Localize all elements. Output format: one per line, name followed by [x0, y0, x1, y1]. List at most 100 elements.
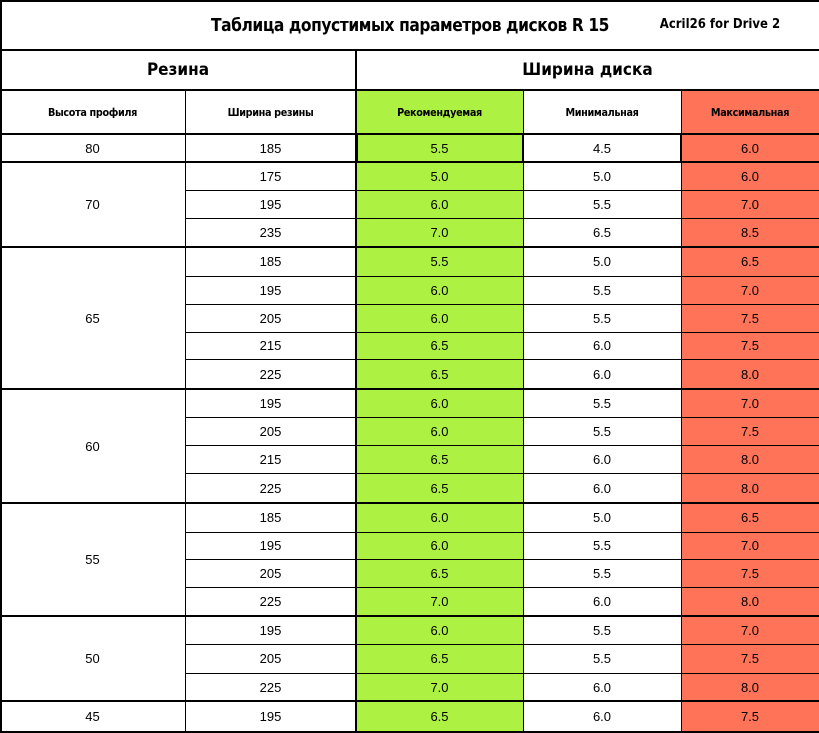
minimum-width-cell: 6.0 — [592, 480, 612, 496]
tyre-width-cell: 205 — [259, 565, 282, 581]
recommended-width-cell: 6.0 — [430, 510, 449, 525]
row-divider — [185, 644, 819, 645]
recommended-width-cell: 6.0 — [430, 622, 449, 638]
tyre-width-cell: 205 — [259, 651, 282, 666]
col-divider-1 — [185, 90, 186, 732]
tyre-width-cell: 195 — [259, 395, 282, 411]
tyre-width-cell: 195 — [259, 622, 282, 638]
group-divider — [0, 502, 819, 504]
maximum-header: Максимальная — [710, 105, 790, 119]
tyre-width-cell: 205 — [259, 310, 282, 326]
tyre-group-header: Резина — [146, 60, 210, 80]
first-row-rec-left — [356, 134, 358, 162]
profile-cell: 60 — [85, 438, 100, 454]
minimum-width-cell: 5.0 — [592, 510, 612, 525]
header-row-line — [0, 89, 819, 91]
tyre-width-cell: 195 — [259, 282, 282, 298]
tyre-width-cell: 205 — [259, 423, 282, 439]
tyre-width-cell: 225 — [259, 366, 282, 382]
tyre-width-cell: 195 — [259, 538, 282, 553]
profile-cell: 50 — [85, 651, 100, 666]
recommended-width-cell: 6.5 — [430, 651, 449, 666]
maximum-width-cell: 7.5 — [740, 338, 760, 353]
row-divider — [185, 445, 819, 446]
minimum-width-cell: 5.5 — [592, 282, 612, 298]
group-divider — [0, 700, 819, 702]
rim-group-header: Ширина диска — [522, 60, 653, 80]
maximum-width-cell: 8.5 — [740, 225, 760, 240]
recommended-width-cell: 5.0 — [430, 168, 449, 184]
maximum-width-cell: 7.0 — [740, 282, 760, 298]
profile-cell: 45 — [85, 709, 100, 724]
row-divider — [185, 473, 819, 474]
recommended-width-cell: 6.0 — [430, 282, 449, 298]
maximum-width-cell: 7.0 — [740, 196, 760, 212]
profile-cell: 70 — [85, 197, 100, 212]
row-divider — [185, 417, 819, 418]
maximum-width-cell: 8.0 — [740, 594, 760, 609]
maximum-width-cell: 7.5 — [740, 651, 760, 666]
profile-cell: 55 — [85, 552, 100, 567]
maximum-width-cell: 6.5 — [740, 510, 760, 525]
minimum-width-cell: 5.5 — [592, 423, 612, 439]
row-divider — [185, 304, 819, 305]
profile-cell: 65 — [85, 310, 100, 326]
top-border — [0, 0, 819, 2]
recommended-width-cell: 6.0 — [430, 395, 449, 411]
group-divider — [0, 161, 819, 163]
recommended-width-cell: 6.5 — [430, 480, 449, 496]
col-divider-2 — [355, 50, 357, 732]
maximum-width-cell: 6.0 — [740, 168, 760, 184]
tyre-width-cell: 215 — [259, 451, 282, 467]
minimum-width-cell: 6.0 — [592, 594, 612, 609]
minimum-width-cell: 5.5 — [592, 310, 612, 326]
minimum-width-cell: 5.5 — [592, 565, 612, 581]
minimum-width-cell: 5.0 — [592, 254, 612, 269]
minimum-width-cell: 5.0 — [592, 168, 612, 184]
tyre-width-cell: 235 — [259, 225, 282, 240]
maximum-width-cell: 6.5 — [740, 254, 760, 269]
author-credit: Acril26 for Drive 2 — [659, 16, 781, 32]
maximum-width-cell: 7.5 — [740, 709, 760, 724]
maximum-width-cell: 7.0 — [740, 395, 760, 411]
maximum-width-cell: 8.0 — [740, 451, 760, 467]
recommended-width-cell: 6.5 — [430, 709, 449, 724]
maximum-column-fill — [681, 90, 819, 732]
group-divider — [0, 388, 819, 390]
maximum-width-cell: 6.0 — [740, 140, 760, 156]
tyre-width-cell: 225 — [259, 594, 282, 609]
minimum-header: Минимальная — [565, 105, 639, 119]
maximum-width-cell: 8.0 — [740, 480, 760, 496]
tyre-width-cell: 185 — [259, 510, 282, 525]
col-divider-3 — [523, 90, 524, 732]
minimum-width-cell: 5.5 — [592, 651, 612, 666]
minimum-width-cell: 6.0 — [592, 679, 612, 695]
tyre-width-cell: 175 — [259, 168, 282, 184]
recommended-width-cell: 6.0 — [430, 423, 449, 439]
recommended-width-cell: 6.0 — [430, 196, 449, 212]
maximum-width-cell: 7.0 — [740, 538, 760, 553]
first-row-rec-right — [522, 134, 524, 162]
minimum-width-cell: 5.5 — [592, 196, 612, 212]
table-title: Таблица допустимых параметров дисков R 1… — [210, 14, 610, 36]
minimum-width-cell: 6.5 — [592, 225, 612, 240]
left-border — [0, 0, 2, 732]
col-divider-4 — [681, 90, 682, 732]
row-divider — [185, 559, 819, 560]
recommended-width-cell: 5.5 — [430, 254, 449, 269]
maximum-width-cell: 7.5 — [740, 310, 760, 326]
minimum-width-cell: 6.0 — [592, 338, 612, 353]
title-bottom-line — [0, 49, 819, 51]
tyre-width-cell: 225 — [259, 679, 282, 695]
maximum-width-cell: 8.0 — [740, 679, 760, 695]
tyre-width-cell: 195 — [259, 709, 282, 724]
row-divider — [185, 190, 819, 191]
minimum-width-cell: 6.0 — [592, 366, 612, 382]
minimum-width-cell: 6.0 — [592, 451, 612, 467]
tyre-width-cell: 225 — [259, 480, 282, 496]
row-divider — [185, 218, 819, 219]
row-divider — [185, 359, 819, 360]
recommended-width-cell: 6.5 — [430, 366, 449, 382]
maximum-width-cell: 7.5 — [740, 565, 760, 581]
minimum-width-cell: 5.5 — [592, 538, 612, 553]
